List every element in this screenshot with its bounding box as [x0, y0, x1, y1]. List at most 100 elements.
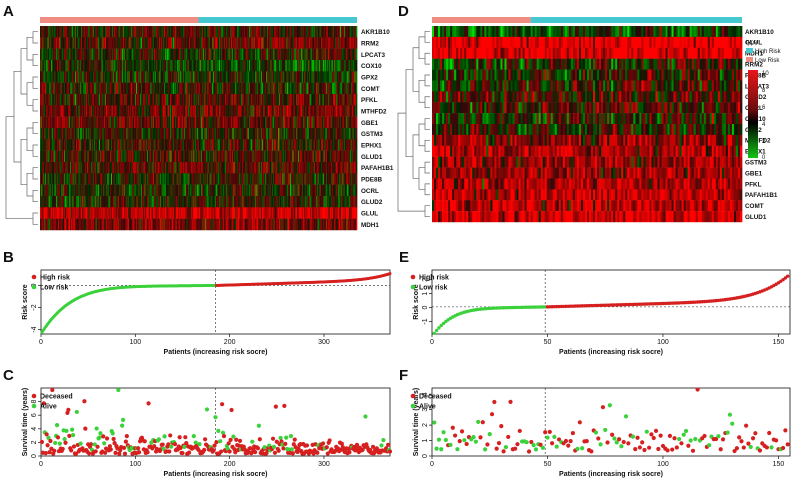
heatmap-cell — [98, 105, 100, 117]
heatmap-cell — [270, 105, 272, 117]
heatmap-cell — [348, 139, 350, 151]
heatmap-cell — [260, 150, 262, 163]
heatmap-cell — [235, 116, 237, 129]
heatmap-cell — [115, 82, 117, 95]
heatmap-cell — [157, 116, 159, 129]
heatmap-cell — [260, 139, 262, 151]
heatmap-cell — [64, 60, 67, 72]
heatmap-cell — [298, 26, 300, 38]
heatmap-cell — [303, 26, 306, 38]
heatmap-cell — [205, 60, 207, 72]
heatmap-cell — [51, 26, 53, 38]
heatmap-cell — [260, 128, 262, 140]
heatmap-cell — [216, 105, 218, 117]
heatmap-cell — [148, 173, 151, 185]
heatmap-cell — [254, 48, 256, 61]
heatmap-cell — [153, 150, 155, 163]
heatmap-cell — [159, 105, 162, 117]
heatmap-cell — [141, 105, 144, 117]
heatmap-cell — [163, 139, 165, 151]
heatmap-cell — [315, 116, 318, 129]
heatmap-cell — [156, 139, 158, 151]
heatmap-cell — [94, 48, 97, 61]
heatmap-cell — [171, 139, 174, 151]
heatmap-cell — [326, 94, 328, 106]
heatmap-cell — [249, 48, 252, 61]
heatmap-cell — [329, 116, 331, 129]
heatmap-cell — [280, 37, 282, 49]
heatmap-cell — [40, 37, 42, 49]
heatmap-cell — [295, 71, 297, 83]
heatmap-cell — [158, 116, 160, 129]
heatmap-cell — [183, 139, 186, 151]
heatmap-cell — [113, 26, 115, 38]
heatmap-cell — [160, 60, 163, 72]
heatmap-cell — [135, 94, 137, 106]
heatmap-cell — [313, 48, 315, 61]
heatmap-cell — [333, 37, 336, 49]
heatmap-cell — [293, 94, 295, 106]
heatmap-cell — [161, 150, 163, 163]
heatmap-cell — [309, 128, 311, 140]
heatmap-cell — [258, 150, 260, 163]
heatmap-cell — [280, 82, 282, 95]
heatmap-cell — [120, 105, 122, 117]
heatmap-cell — [115, 173, 117, 185]
heatmap-cell — [260, 82, 262, 95]
heatmap-cell — [305, 82, 307, 95]
heatmap-cell — [330, 26, 332, 38]
heatmap-cell — [89, 60, 91, 72]
heatmap-cell — [177, 116, 180, 129]
heatmap-cell — [301, 150, 303, 163]
heatmap-cell — [86, 173, 88, 185]
heatmap-cell — [286, 105, 288, 117]
heatmap-cell — [133, 150, 135, 163]
heatmap-cell — [90, 60, 92, 72]
heatmap-cell — [45, 26, 47, 38]
heatmap-cell — [273, 128, 276, 140]
heatmap-cell — [77, 26, 79, 38]
heatmap-cell — [141, 128, 144, 140]
heatmap-cell — [104, 26, 106, 38]
heatmap-cell — [317, 94, 319, 106]
heatmap-cell — [251, 48, 253, 61]
heatmap-cell — [347, 37, 349, 49]
heatmap-cell — [176, 82, 178, 95]
heatmap-cell — [88, 116, 91, 129]
heatmap-cell — [107, 48, 109, 61]
heatmap-cell — [44, 173, 46, 185]
heatmap-cell — [219, 162, 221, 174]
heatmap-cell — [207, 48, 210, 61]
heatmap-cell — [122, 162, 124, 174]
heatmap-cell — [269, 150, 271, 163]
heatmap-cell — [80, 139, 82, 151]
heatmap-cell — [191, 48, 193, 61]
heatmap-cell — [248, 139, 250, 151]
heatmap-cell — [182, 94, 184, 106]
heatmap-cell — [246, 150, 248, 163]
heatmap-cell — [342, 26, 344, 38]
heatmap-cell — [290, 82, 292, 95]
heatmap-cell — [200, 116, 202, 129]
heatmap-cell — [279, 37, 281, 49]
heatmap-cell — [71, 173, 73, 185]
heatmap-cell — [174, 37, 176, 49]
heatmap-cell — [277, 60, 279, 72]
heatmap-cell — [72, 71, 74, 83]
heatmap-cell — [266, 105, 268, 117]
heatmap-cell — [150, 71, 152, 83]
heatmap-cell — [222, 71, 224, 83]
heatmap-cell — [81, 128, 83, 140]
heatmap-cell — [283, 37, 285, 49]
heatmap-cell — [40, 37, 43, 49]
heatmap-cell — [41, 173, 43, 185]
heatmap-cell — [207, 60, 209, 72]
heatmap-cell — [62, 82, 64, 95]
heatmap-cell — [115, 60, 117, 72]
heatmap-cell — [82, 94, 85, 106]
heatmap-cell — [327, 82, 329, 95]
heatmap-cell — [65, 37, 67, 49]
heatmap-cell — [220, 139, 222, 151]
heatmap-cell — [276, 71, 278, 83]
heatmap-cell — [86, 71, 88, 83]
